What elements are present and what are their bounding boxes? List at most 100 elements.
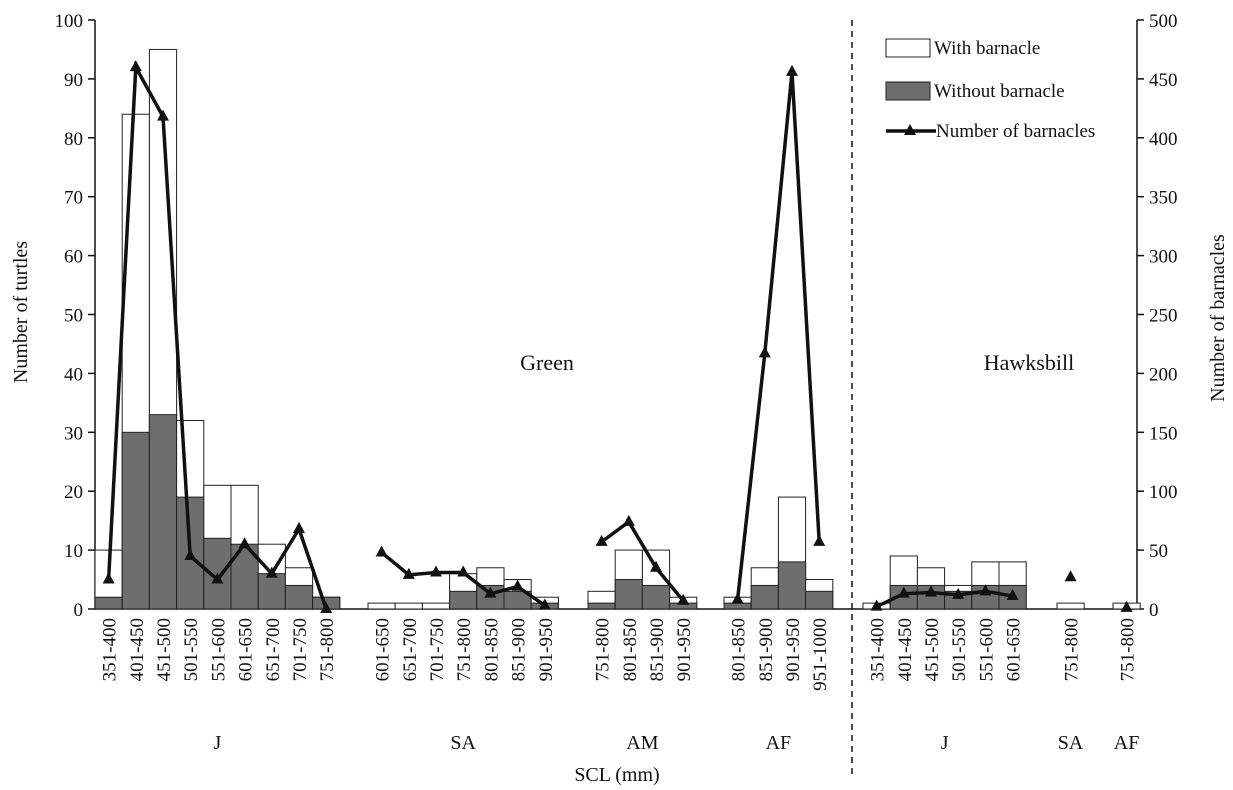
y2-tick-label: 400: [1149, 129, 1178, 150]
x-tick-label: 401-450: [127, 618, 148, 681]
y-tick-label: 40: [64, 364, 83, 385]
x-tick-label: 751-800: [593, 618, 614, 681]
x-tick-label: 351-400: [100, 618, 121, 681]
x-tick-label: 801-850: [729, 618, 750, 681]
bar-without-barnacle: [176, 496, 205, 610]
barnacle-count-point: [511, 579, 524, 591]
barnacle-count-point: [677, 593, 690, 605]
barnacle-count-point: [484, 586, 497, 598]
barnacle-count-point: [1064, 570, 1077, 582]
x-tick-label: 901-950: [536, 618, 557, 681]
barnacle-count-point: [457, 565, 470, 577]
x-tick-label: 651-700: [400, 618, 421, 681]
x-tick-label: 501-550: [949, 618, 970, 681]
barnacle-count-point: [293, 521, 305, 533]
y2-tick-label: 200: [1149, 364, 1178, 385]
barnacle-count-point: [265, 566, 278, 578]
barnacle-count-point: [102, 572, 115, 584]
x-tick-label: 651-700: [263, 618, 284, 681]
group-label: SA: [1058, 732, 1084, 754]
y-tick-label: 30: [64, 423, 83, 444]
bar-without-barnacle: [257, 573, 286, 610]
x-tick-label: 551-600: [976, 618, 997, 681]
y-tick-label: 100: [55, 11, 84, 32]
legend-swatch-without: [885, 81, 931, 101]
x-tick-label: 601-650: [236, 618, 257, 681]
legend-swatch-with: [885, 38, 931, 58]
bar-without-barnacle: [449, 590, 478, 610]
x-tick-label: 451-500: [154, 618, 175, 681]
y-tick-label: 80: [64, 129, 83, 150]
group-label: J: [941, 732, 949, 754]
bar-without-barnacle: [284, 584, 314, 610]
y-tick-label: 90: [64, 70, 83, 91]
bar-without-barnacle: [614, 579, 643, 610]
barnacle-count-point: [402, 567, 415, 579]
legend-label-without: Without barnacle: [934, 81, 1065, 102]
y2-tick-label: 50: [1149, 541, 1168, 562]
bar-without-barnacle: [750, 584, 779, 610]
x-tick-label: 851-900: [647, 618, 668, 681]
y-tick-label: 10: [64, 541, 83, 562]
x-tick-label: 401-450: [895, 618, 916, 681]
y2-tick-label: 250: [1149, 306, 1178, 327]
barnacle-count-point: [157, 109, 169, 121]
x-tick-label: 751-800: [1118, 618, 1139, 681]
group-label: J: [214, 732, 222, 754]
barnacle-count-point: [650, 560, 662, 572]
barnacle-count-point: [184, 548, 197, 560]
x-tick-label: 751-800: [454, 618, 475, 681]
bar-without-barnacle: [94, 596, 123, 610]
x-tick-label: 901-950: [783, 618, 804, 681]
barnacle-count-point: [1006, 589, 1019, 601]
bar-with-barnacle: [367, 602, 396, 610]
x-tick-label: 601-650: [1004, 618, 1025, 681]
x-tick-label: 851-900: [509, 618, 530, 681]
y2-tick-label: 500: [1149, 11, 1178, 32]
x-tick-label: 701-750: [290, 618, 311, 681]
barnacle-count-point: [129, 60, 142, 72]
species-label: Hawksbill: [984, 350, 1074, 375]
bars-layer: [94, 48, 1141, 610]
bar-without-barnacle: [148, 414, 178, 610]
bar-with-barnacle: [1056, 602, 1085, 610]
x-tick-label: 501-550: [181, 618, 202, 681]
legend-label-with: With barnacle: [934, 38, 1040, 59]
barnacle-count-point: [375, 545, 388, 557]
barnacle-count-point: [897, 586, 910, 598]
barnacle-lines-layer: [102, 60, 1133, 613]
x-tick-label: 851-900: [756, 618, 777, 681]
y-tick-label: 0: [74, 600, 84, 621]
x-tick-label: 751-800: [1062, 618, 1083, 681]
x-tick-label: 551-600: [208, 618, 229, 681]
y-tick-label: 70: [64, 188, 83, 209]
barnacle-count-point: [813, 534, 826, 546]
barnacle-count-point: [538, 598, 551, 610]
barnacle-count-line: [735, 71, 821, 600]
x-tick-label: 951-1000: [810, 618, 831, 691]
barnacle-count-point: [430, 565, 442, 577]
barnacle-count-point: [870, 599, 883, 611]
barnacle-count-point: [758, 346, 771, 358]
y-tick-label: 50: [64, 306, 83, 327]
barnacle-count-line: [600, 519, 685, 602]
barnacle-count-point: [320, 602, 333, 613]
bar-with-barnacle: [421, 602, 451, 610]
x-tick-label: 601-650: [373, 618, 394, 681]
barnacle-count-point: [1120, 600, 1133, 612]
legend-label-count: Number of barnacles: [936, 121, 1095, 142]
y2-tick-label: 100: [1149, 482, 1178, 503]
group-label: AF: [766, 732, 792, 754]
labels-layer: 0 10 20 30 40 50 60 70 80 90 100 0 50 100 150 200 250 300…: [55, 11, 1178, 754]
barnacle-count-point: [211, 572, 224, 584]
x-tick-label: 351-400: [868, 618, 889, 681]
bar-without-barnacle: [587, 602, 616, 610]
y-tick-label: 60: [64, 247, 83, 268]
legend: With barnacle Without barnacle Number of…: [885, 38, 1095, 142]
bar-without-barnacle: [805, 590, 834, 610]
x-tick-label: 451-500: [922, 618, 943, 681]
y2-tick-label: 0: [1149, 600, 1159, 621]
barnacle-count-point: [731, 592, 744, 604]
y2-tick-label: 450: [1149, 70, 1178, 91]
